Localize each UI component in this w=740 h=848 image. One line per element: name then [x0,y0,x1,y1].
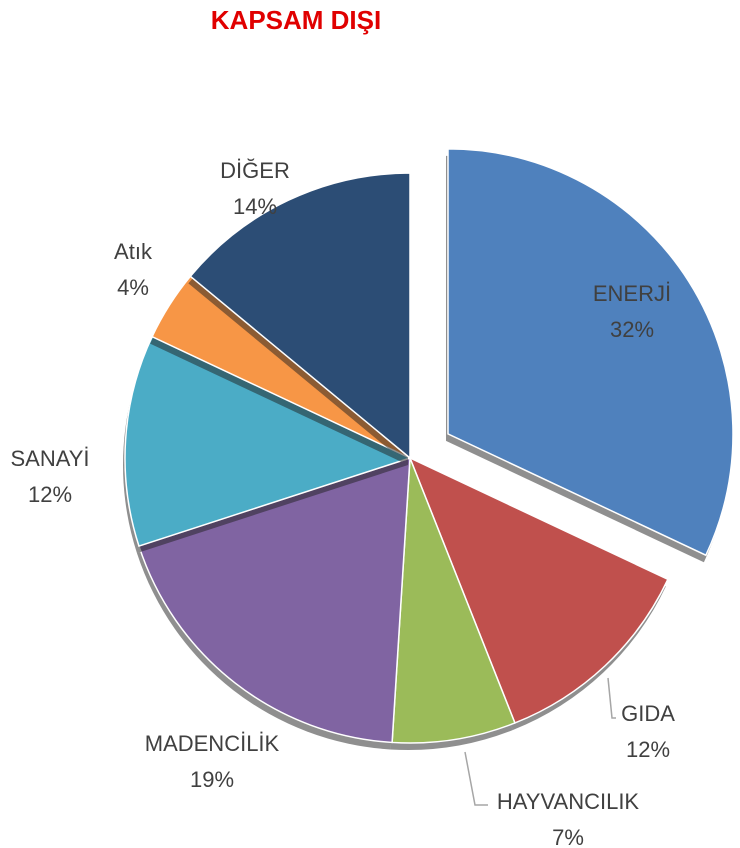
slice [189,172,411,460]
slice-value-label: 7% [552,825,584,848]
slice-label: Atık [114,239,153,264]
slice-label: DİĞER [220,158,290,183]
slice-value-label: 32% [610,317,654,342]
slice [391,457,516,744]
slice-label: ENERJİ [593,281,671,306]
slice-label: HAYVANCILIK [497,789,640,814]
slice-value-label: 19% [190,767,234,792]
slice-label: SANAYİ [10,446,89,471]
slice [124,335,413,548]
leader-line [464,751,488,806]
slice-label: GIDA [621,701,675,726]
slice-label: MADENCİLİK [145,731,280,756]
chart-title: KAPSAM DIŞI [211,5,381,35]
slice-value-label: 4% [117,275,149,300]
pie [123,148,734,750]
leader-line [607,677,616,719]
slice-value-label: 14% [233,194,277,219]
slice-value-label: 12% [28,482,72,507]
slice [408,456,669,724]
slice-value-label: 12% [626,737,670,762]
slice [447,148,734,557]
